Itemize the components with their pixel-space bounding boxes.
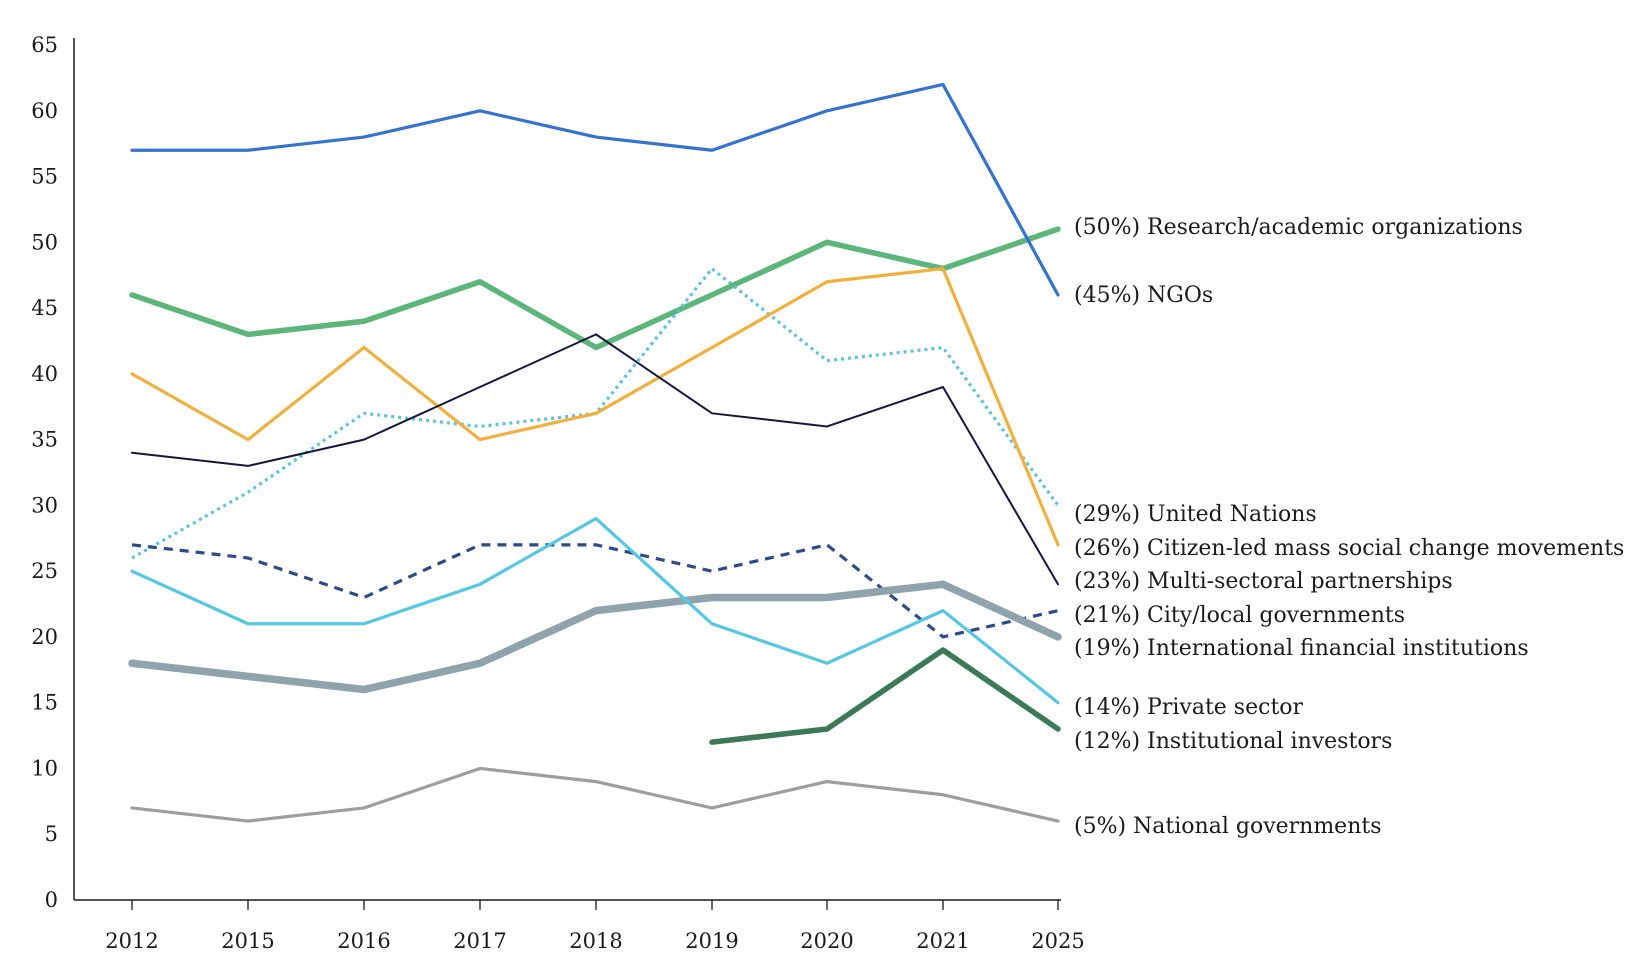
series-label-3: (26%) Citizen-led mass social change mov… [1074,536,1624,561]
y-tick-label: 45 [31,296,58,320]
x-tick-label: 2016 [337,929,390,953]
x-tick-label: 2019 [685,929,738,953]
series-lines [128,82,1062,823]
x-tick-label: 2018 [569,929,622,953]
series-label-8: (12%) Institutional investors [1074,729,1392,754]
x-tick-label: 2020 [800,929,853,953]
series-label-7: (14%) Private sector [1074,695,1304,720]
series-label-9: (5%) National governments [1074,814,1382,839]
y-tick-label: 55 [31,165,58,189]
y-axis-ticks: 0 5 10 15 20 25 30 35 40 45 50 55 60 65 [31,33,58,912]
series-line-3 [130,267,1060,547]
y-tick-label: 25 [31,559,58,583]
series-line-1 [130,82,1060,297]
series-label-2: (29%) United Nations [1074,502,1317,527]
series-line-8 [709,647,1061,745]
series-label-5: (21%) City/local governments [1074,603,1405,628]
series-line-2 [131,267,1060,560]
x-tick-label: 2017 [453,929,506,953]
series-line-5 [131,543,1059,639]
series-label-1: (45%) NGOs [1074,283,1213,308]
x-tick-label: 2021 [916,929,969,953]
x-tick-label: 2012 [105,929,158,953]
series-label-4: (23%) Multi-sectoral partnerships [1074,569,1453,594]
y-tick-label: 30 [31,493,58,517]
x-tick-label: 2025 [1031,929,1084,953]
series-labels: (50%) Research/academic organizations (45… [1074,215,1624,839]
y-tick-label: 0 [45,888,58,912]
series-line-6 [128,580,1062,694]
series-label-0: (50%) Research/academic organizations [1074,215,1523,240]
series-line-7 [130,516,1060,705]
x-axis-ticks: 2012 2015 2016 2017 2018 2019 2020 2021 2025 [105,900,1085,953]
series-line-9 [130,766,1060,823]
y-tick-label: 35 [31,428,58,452]
y-tick-label: 5 [45,822,58,846]
y-tick-label: 40 [31,362,58,386]
y-tick-label: 60 [31,99,58,123]
y-tick-label: 65 [31,33,58,57]
y-tick-label: 20 [31,625,58,649]
y-tick-label: 15 [31,691,58,715]
series-label-6: (19%) International financial institutio… [1074,636,1529,661]
y-tick-label: 10 [31,756,58,780]
series-line-0 [129,226,1061,351]
series-line-4 [131,333,1059,586]
x-tick-label: 2015 [221,929,274,953]
axes [73,38,1061,901]
y-tick-label: 50 [31,230,58,254]
